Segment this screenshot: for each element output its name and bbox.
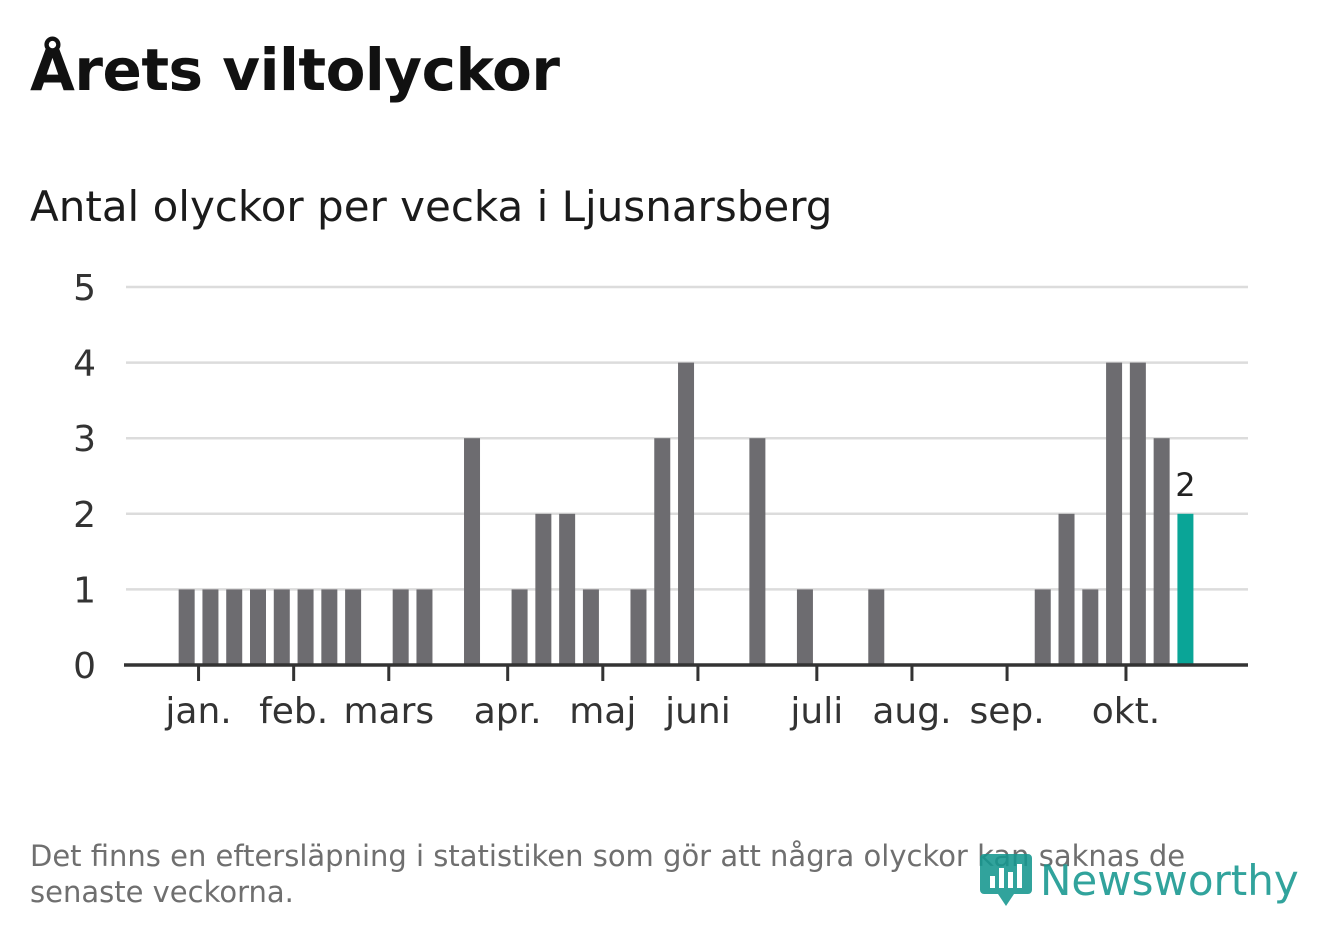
x-tick-label: mars: [343, 691, 434, 732]
bar: [226, 589, 243, 665]
bar: [1034, 589, 1051, 665]
bar-highlight: [1177, 513, 1194, 665]
newsworthy-logo-icon: [980, 854, 1032, 906]
bar: [1129, 362, 1146, 665]
bar: [250, 589, 266, 665]
bar: [178, 589, 195, 665]
bar: [392, 589, 409, 665]
x-tick-label: okt.: [1092, 691, 1160, 732]
axis-labels: 0 1 2 3 4 5 2 jan. feb. mars apr. maj juni juli aug. se…: [73, 268, 1196, 732]
bars: [178, 362, 1194, 665]
bar: [1153, 438, 1170, 665]
x-axis: [124, 663, 1248, 681]
bar: [535, 513, 552, 665]
y-tick-label: 4: [73, 344, 96, 385]
bar: [582, 589, 599, 665]
chart-title: Årets viltolyckor: [30, 36, 560, 104]
bar: [796, 589, 813, 665]
y-tick-label: 5: [73, 268, 96, 309]
brand-logo: Newsworthy: [980, 848, 1299, 912]
bar: [297, 589, 314, 665]
bar-data-label: 2: [1175, 466, 1195, 504]
bar: [273, 589, 290, 665]
x-tick-label: aug.: [872, 691, 951, 732]
bar: [464, 438, 481, 665]
y-tick-label: 3: [73, 419, 96, 460]
bar: [678, 362, 695, 665]
chart-subtitle: Antal olyckor per vecka i Ljusnarsberg: [30, 182, 833, 231]
bar: [416, 589, 433, 665]
bar: [345, 589, 362, 665]
bar: [654, 438, 671, 665]
bar: [749, 438, 766, 665]
bar: [868, 589, 885, 665]
x-tick-label: maj: [569, 691, 636, 732]
y-tick-label: 0: [73, 646, 96, 687]
x-tick-label: juli: [789, 691, 843, 732]
y-tick-label: 2: [73, 495, 96, 536]
bar: [202, 589, 219, 665]
x-tick-label: sep.: [969, 691, 1044, 732]
brand-name: Newsworthy: [1040, 855, 1299, 905]
x-tick-label: feb.: [259, 691, 328, 732]
bar: [559, 513, 576, 665]
bar: [1058, 513, 1075, 665]
x-tick-label: jan.: [164, 691, 231, 732]
bar-chart: 0 1 2 3 4 5 2 jan. feb. mars apr. maj juni juli aug. se…: [73, 268, 1248, 732]
bar: [321, 589, 338, 665]
x-tick-label: apr.: [474, 691, 542, 732]
bar: [1106, 362, 1123, 665]
x-tick-label: juni: [664, 691, 731, 732]
y-tick-label: 1: [73, 570, 96, 611]
bar: [630, 589, 647, 665]
bar: [511, 589, 528, 665]
bar: [1082, 589, 1099, 665]
